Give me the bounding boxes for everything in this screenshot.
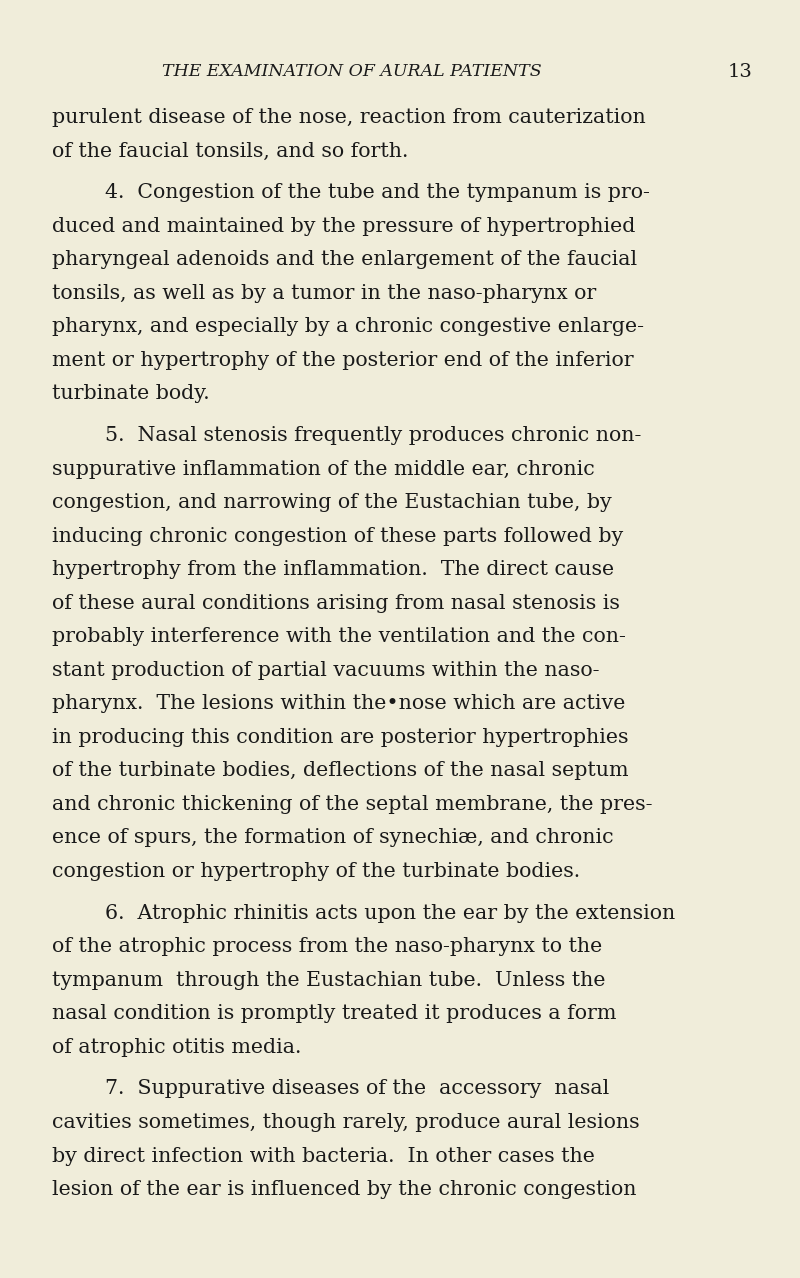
Text: and chronic thickening of the septal membrane, the pres-: and chronic thickening of the septal mem… — [52, 795, 653, 814]
Text: 5.  Nasal stenosis frequently produces chronic non-: 5. Nasal stenosis frequently produces ch… — [105, 427, 642, 445]
Text: 13: 13 — [728, 63, 753, 81]
Text: of these aural conditions arising from nasal stenosis is: of these aural conditions arising from n… — [52, 594, 620, 612]
Text: inducing chronic congestion of these parts followed by: inducing chronic congestion of these par… — [52, 527, 623, 546]
Text: 7.  Suppurative diseases of the  accessory  nasal: 7. Suppurative diseases of the accessory… — [105, 1080, 610, 1099]
Text: 6.  Atrophic rhinitis acts upon the ear by the extension: 6. Atrophic rhinitis acts upon the ear b… — [105, 904, 675, 923]
Text: of the turbinate bodies, deflections of the nasal septum: of the turbinate bodies, deflections of … — [52, 762, 629, 781]
Text: turbinate body.: turbinate body. — [52, 385, 210, 404]
Text: of atrophic otitis media.: of atrophic otitis media. — [52, 1038, 302, 1057]
Text: by direct infection with bacteria.  In other cases the: by direct infection with bacteria. In ot… — [52, 1146, 595, 1166]
Text: in producing this condition are posterior hypertrophies: in producing this condition are posterio… — [52, 727, 629, 746]
Text: THE EXAMINATION OF AURAL PATIENTS: THE EXAMINATION OF AURAL PATIENTS — [162, 63, 542, 81]
Text: of the atrophic process from the naso-pharynx to the: of the atrophic process from the naso-ph… — [52, 937, 602, 956]
Text: ment or hypertrophy of the posterior end of the inferior: ment or hypertrophy of the posterior end… — [52, 351, 634, 369]
Text: hypertrophy from the inflammation.  The direct cause: hypertrophy from the inflammation. The d… — [52, 560, 614, 579]
Text: pharynx.  The lesions within the•nose which are active: pharynx. The lesions within the•nose whi… — [52, 694, 626, 713]
Text: nasal condition is promptly treated it produces a form: nasal condition is promptly treated it p… — [52, 1005, 616, 1024]
Text: pharyngeal adenoids and the enlargement of the faucial: pharyngeal adenoids and the enlargement … — [52, 250, 637, 270]
Text: lesion of the ear is influenced by the chronic congestion: lesion of the ear is influenced by the c… — [52, 1180, 637, 1199]
Text: congestion, and narrowing of the Eustachian tube, by: congestion, and narrowing of the Eustach… — [52, 493, 612, 512]
Text: pharynx, and especially by a chronic congestive enlarge-: pharynx, and especially by a chronic con… — [52, 317, 644, 336]
Text: ence of spurs, the formation of synechiæ, and chronic: ence of spurs, the formation of synechiæ… — [52, 828, 614, 847]
Text: 4.  Congestion of the tube and the tympanum is pro-: 4. Congestion of the tube and the tympan… — [105, 183, 650, 202]
Text: cavities sometimes, though rarely, produce aural lesions: cavities sometimes, though rarely, produ… — [52, 1113, 640, 1132]
Text: congestion or hypertrophy of the turbinate bodies.: congestion or hypertrophy of the turbina… — [52, 861, 580, 881]
Text: duced and maintained by the pressure of hypertrophied: duced and maintained by the pressure of … — [52, 217, 635, 236]
Text: stant production of partial vacuums within the naso-: stant production of partial vacuums with… — [52, 661, 599, 680]
Text: of the faucial tonsils, and so forth.: of the faucial tonsils, and so forth. — [52, 142, 408, 161]
Text: probably interference with the ventilation and the con-: probably interference with the ventilati… — [52, 627, 626, 647]
Text: suppurative inflammation of the middle ear, chronic: suppurative inflammation of the middle e… — [52, 460, 594, 479]
Text: tympanum  through the Eustachian tube.  Unless the: tympanum through the Eustachian tube. Un… — [52, 970, 606, 989]
Text: tonsils, as well as by a tumor in the naso-pharynx or: tonsils, as well as by a tumor in the na… — [52, 284, 596, 303]
Text: purulent disease of the nose, reaction from cauterization: purulent disease of the nose, reaction f… — [52, 109, 646, 127]
